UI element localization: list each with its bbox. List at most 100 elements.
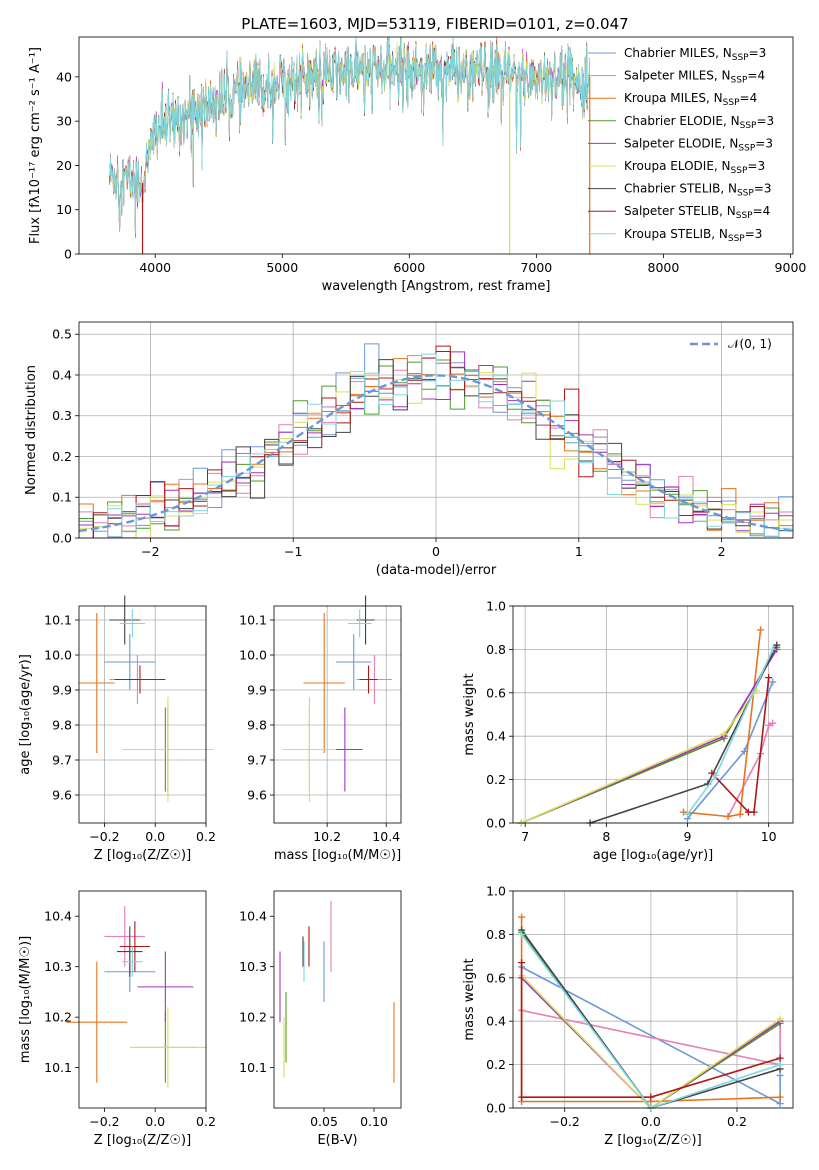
normal-reference-curve	[78, 374, 794, 533]
y-tick-label: 1.0	[486, 599, 506, 614]
spectrum-axes: 4000 5000 6000 7000 8000 9000 0 10 20 30 40 wavelen…	[28, 47, 806, 294]
y-tick-label: 0.2	[486, 1057, 506, 1072]
x-tick-label: 9	[684, 829, 692, 844]
y-tick-label: 10	[56, 202, 72, 217]
legend-entry: Kroupa ELODIE, NSSP=3	[624, 159, 765, 176]
mass_vs_EBV-axes: 0.05 0.10 10.1 10.2 10.3 10.4 E(B-V)	[239, 909, 388, 1148]
mass_vs_Z-axes: −0.2 0.0 0.2 10.1 10.2 10.3 10.4 Z [log₁₀(Z/Z☉)…	[18, 909, 216, 1148]
x-tick-label: 0.05	[310, 1114, 338, 1129]
series-marker	[769, 678, 777, 686]
x-tick-label: 0.10	[360, 1114, 388, 1129]
errorbar-point	[359, 665, 378, 694]
y-tick-label: 0.6	[486, 970, 506, 985]
y-tick-label: 9.7	[52, 753, 72, 768]
y-tick-label: 10.2	[44, 1010, 72, 1025]
x-tick-label: −2	[141, 544, 159, 559]
y-tick-label: 0.8	[486, 927, 506, 942]
series-marker	[720, 730, 728, 738]
y-tick-label: 0.2	[52, 449, 72, 464]
series-marker	[679, 808, 687, 816]
y-axis-label: Flux [fλ10⁻¹⁷ erg cm⁻² s⁻¹ A⁻¹]	[28, 47, 43, 244]
y-tick-label: 0.5	[52, 327, 72, 342]
mass_weight_vs_Z-frame	[512, 890, 794, 1109]
y-tick-label: 10.4	[44, 909, 72, 924]
legend-entry: Salpeter ELODIE, NSSP=3	[624, 136, 773, 153]
x-tick-label: 0.2	[196, 1114, 216, 1129]
series-marker	[757, 626, 765, 634]
series-line-4	[521, 977, 781, 1108]
y-tick-label: 40	[56, 69, 72, 84]
spectrum-frame	[78, 36, 794, 255]
x-tick-label: 8000	[648, 260, 680, 275]
x-axis-label: E(B-V)	[317, 1133, 357, 1148]
y-tick-label: 0	[64, 247, 72, 262]
y-tick-label: 0.2	[486, 772, 506, 787]
series-marker	[683, 810, 691, 818]
x-tick-label: 0.2	[727, 1114, 747, 1129]
series-line-6	[520, 929, 781, 1108]
x-tick-label: 4000	[139, 260, 171, 275]
errorbar-point	[104, 906, 146, 967]
errorbar-point	[122, 946, 143, 977]
series-marker	[769, 645, 777, 653]
figure-title: PLATE=1603, MJD=53119, FIBERID=0101, z=0…	[241, 15, 628, 33]
series-marker	[518, 959, 526, 967]
x-axis-label: (data-model)/error	[376, 563, 497, 578]
series-marker	[736, 810, 744, 818]
y-tick-label: 10.1	[239, 1060, 267, 1075]
errorbar-point	[117, 926, 143, 977]
series-marker	[750, 808, 758, 816]
spectrum-legend: Chabrier MILES, NSSP=3 Salpeter MILES, NS…	[588, 46, 774, 244]
legend-entry: Salpeter MILES, NSSP=4	[624, 69, 765, 86]
y-tick-label: 9.9	[247, 683, 267, 698]
x-tick-label: 10.4	[372, 829, 400, 844]
legend-entry: Kroupa MILES, NSSP=4	[624, 91, 757, 108]
errorbar-point	[129, 1007, 206, 1088]
y-tick-label: 30	[56, 114, 72, 129]
y-tick-label: 0.4	[486, 729, 506, 744]
x-tick-label: 1	[575, 544, 583, 559]
y-tick-label: 0.4	[486, 1014, 506, 1029]
y-tick-label: 0.6	[486, 685, 506, 700]
legend-entry: Chabrier MILES, NSSP=3	[624, 46, 766, 63]
y-tick-label: 10.1	[239, 613, 267, 628]
series-line-1	[727, 722, 774, 817]
x-tick-label: 10	[761, 829, 777, 844]
age_vs_Z-axes: −0.2 0.0 0.2 9.6 9.7 9.8 9.9 10.0 10.1 Z [log₁₀(Z…	[18, 606, 216, 863]
y-tick-label: 0.3	[52, 408, 72, 423]
spectrum-line-kroupa-stelib	[109, 37, 591, 233]
x-tick-label: 0.0	[641, 1114, 661, 1129]
series-marker	[724, 812, 732, 820]
x-tick-label: 9000	[775, 260, 807, 275]
errorbar-point	[347, 609, 372, 638]
y-tick-label: 1.0	[486, 884, 506, 899]
errorbar-point	[79, 613, 115, 753]
age_vs_mass-frame	[273, 605, 402, 824]
y-tick-label: 10.2	[239, 1010, 267, 1025]
mass_weight_vs_age-axes: 7 8 9 10 0.0 0.2 0.4 0.6 0.8 1.0 age [log₁₀(age/yr…	[462, 599, 793, 863]
y-tick-label: 9.9	[52, 683, 72, 698]
series-marker	[518, 913, 526, 921]
errorbar-point	[104, 634, 156, 690]
y-tick-label: 0.4	[52, 367, 72, 382]
series-line-3	[520, 931, 781, 1108]
residuals-axes: −2 −1 0 1 2 0.0 0.1 0.2 0.3 0.4 0.5 (data-model)/er…	[24, 322, 793, 578]
residuals-frame	[78, 321, 794, 539]
y-tick-label: 10.1	[44, 1060, 72, 1075]
errorbar-point	[119, 609, 146, 638]
y-tick-label: 0.0	[486, 816, 506, 831]
x-tick-label: −0.2	[89, 829, 119, 844]
y-tick-label: 9.8	[247, 718, 267, 733]
y-tick-label: 10.0	[239, 648, 267, 663]
series-line-8	[520, 933, 781, 1108]
y-tick-label: 0.0	[52, 531, 72, 546]
x-tick-label: 10.2	[313, 829, 341, 844]
x-axis-label: Z [log₁₀(Z/Z☉)]	[94, 1133, 191, 1148]
x-tick-label: 0.2	[196, 829, 216, 844]
mass_weight_vs_age-frame	[512, 605, 794, 824]
y-axis-label: mass [log₁₀(M/M☉)]	[18, 936, 33, 1063]
y-tick-label: 9.6	[247, 788, 267, 803]
errorbar-point	[336, 634, 372, 690]
series-marker	[647, 1093, 655, 1101]
